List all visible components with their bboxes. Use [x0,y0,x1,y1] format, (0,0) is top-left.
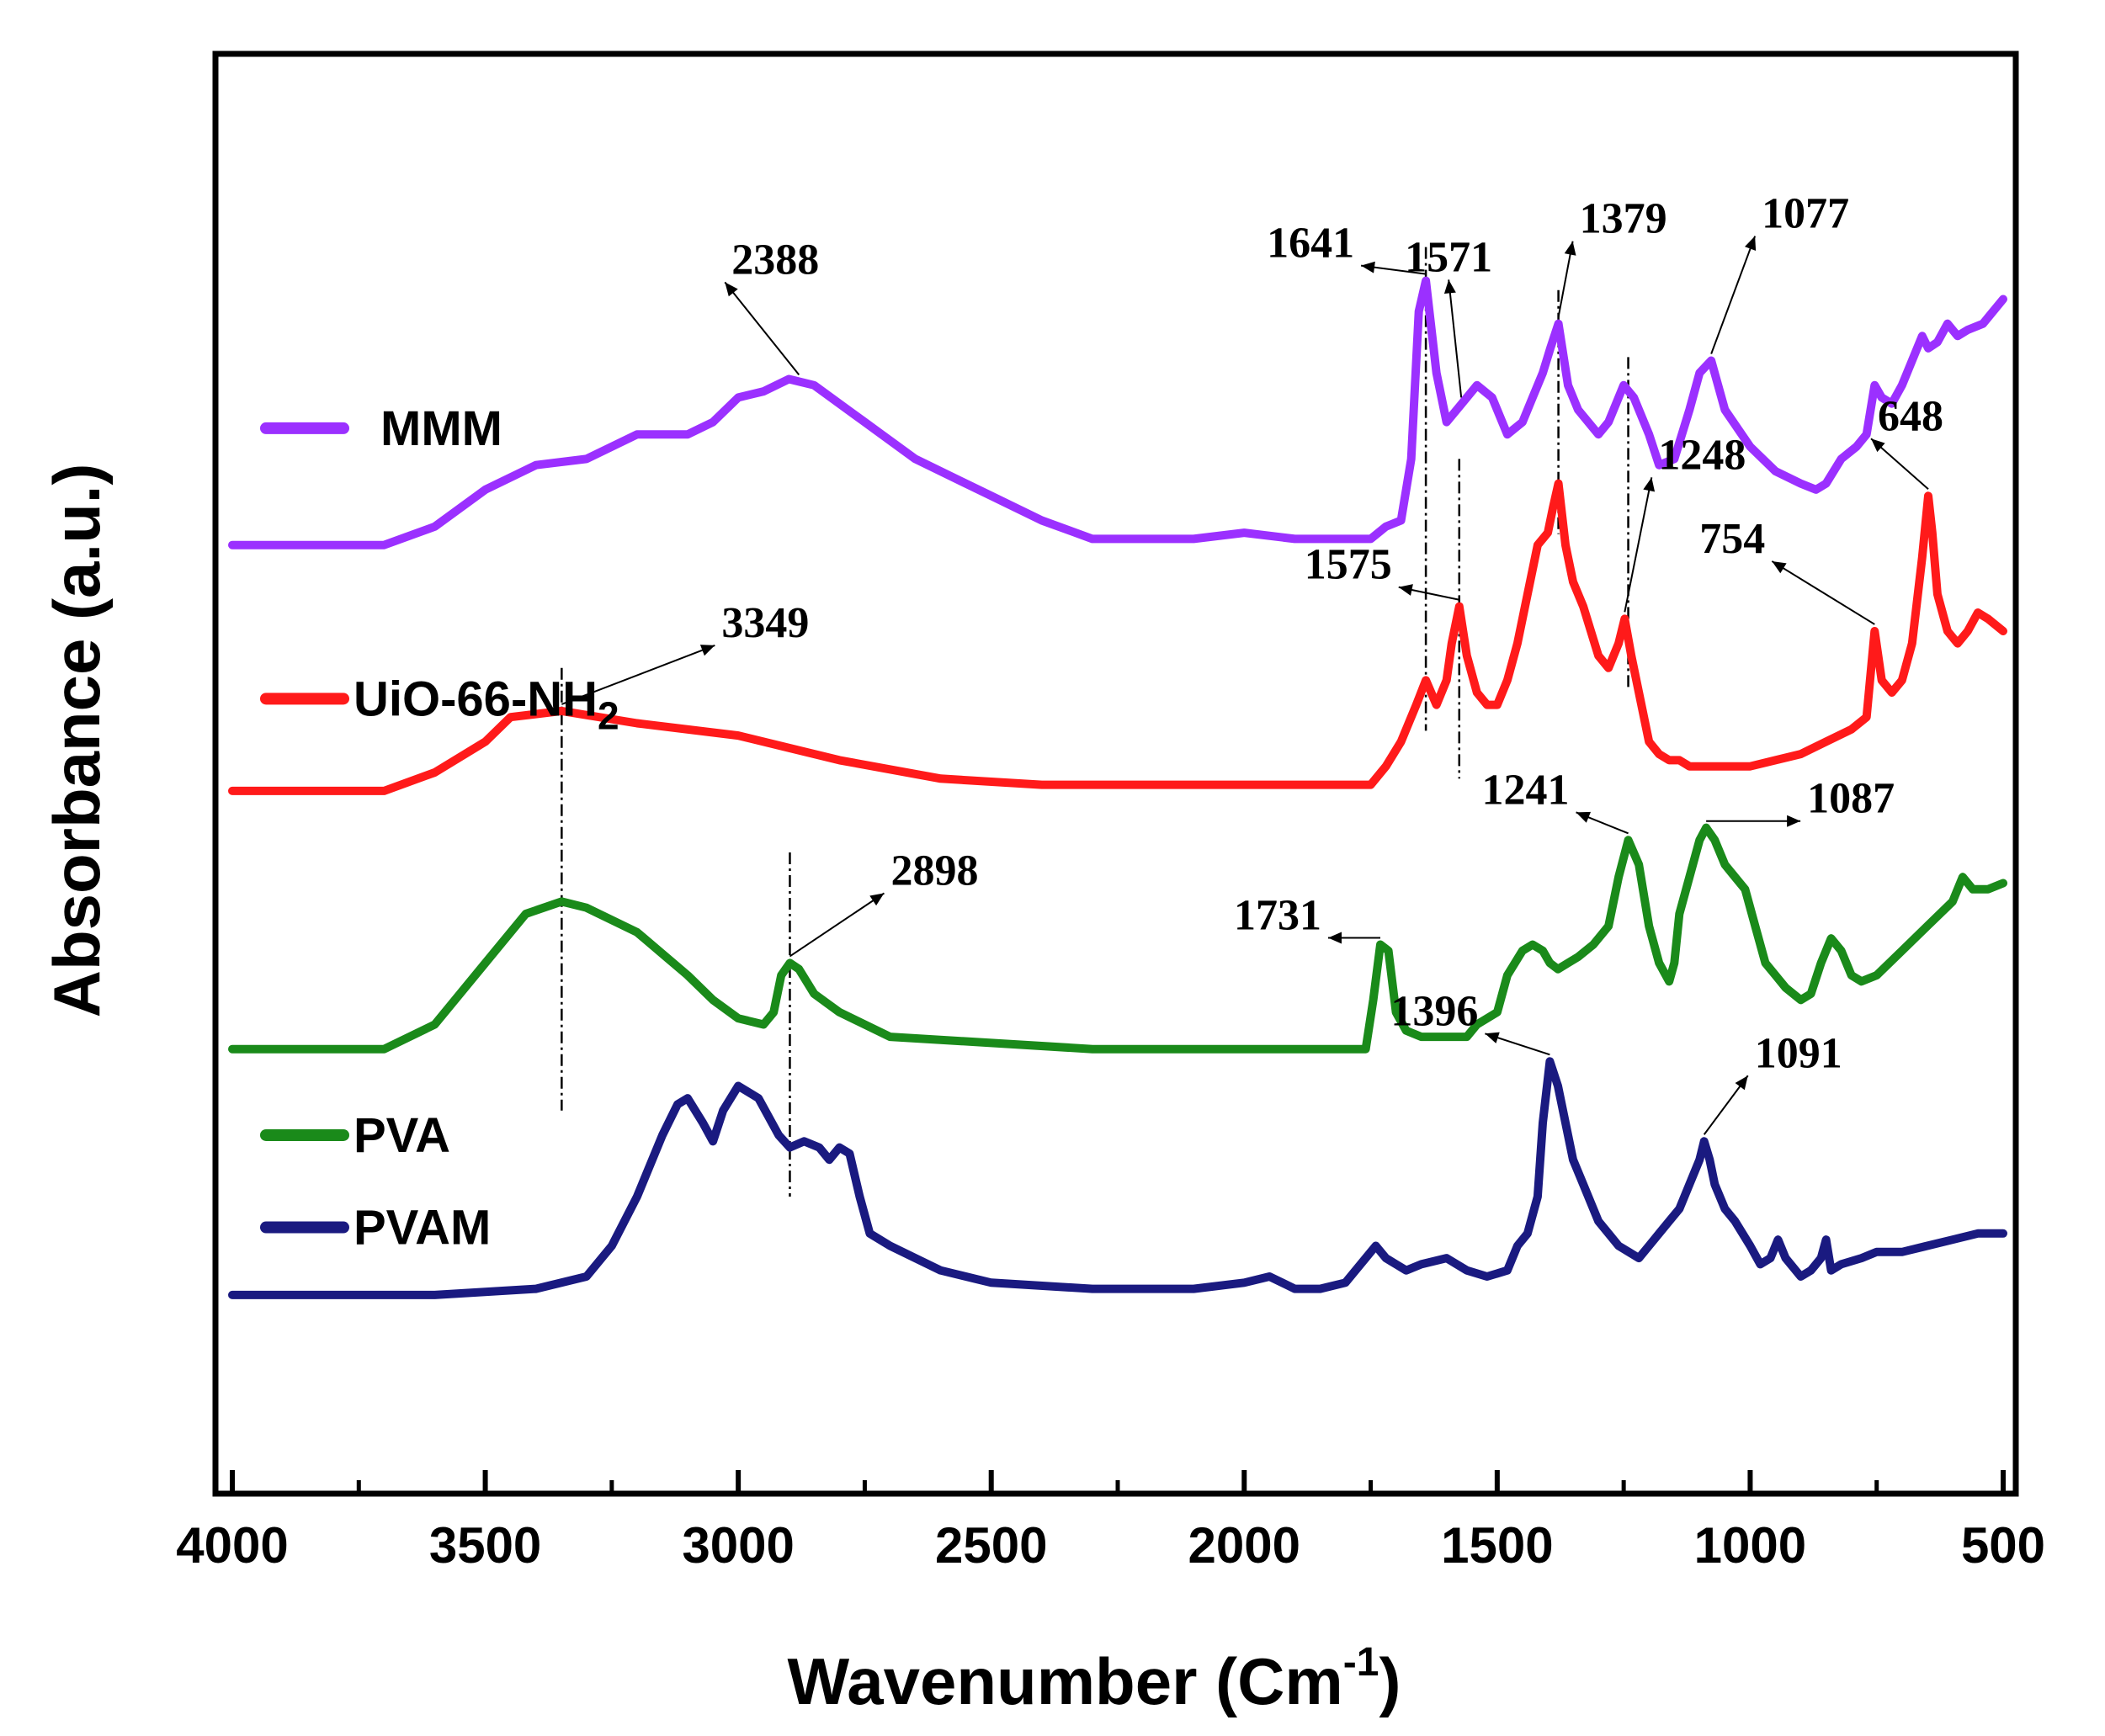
annotation-arrowhead [1745,236,1757,251]
annotation-label-1575: 1575 [1305,541,1392,589]
annotation-arrow-3349 [561,644,715,705]
annotation-layer: 2388 1641 1571 1379 1077 1248 648 754 1575 3349 12… [561,190,1943,1135]
series-line-mmm [228,276,2007,549]
legend-label: MMM [380,401,502,456]
annotation-arrowhead [1564,241,1576,256]
annotation-arrowhead [869,893,885,906]
x-tick-label-3000: 3000 [682,1517,794,1574]
legend-label: PVAM [353,1201,491,1256]
annotation-arrowhead [1327,932,1342,944]
x-axis-title: Wavenumber (Cm-1) [788,1640,1401,1718]
annotation-label-648: 648 [1878,392,1943,440]
plot-frame [212,50,2019,1497]
annotation-arrow-754 [1771,560,1875,625]
annotation-arrowhead [1772,560,1787,574]
legend-label: UiO-66-NH2 [353,672,619,737]
annotation-label-1571: 1571 [1405,233,1492,281]
annotation-label-1731: 1731 [1234,892,1321,940]
annotation-label-1091: 1091 [1755,1029,1842,1077]
x-axis-ticks: 4000 3500 3000 2500 2000 1500 1000 500 [176,1470,2045,1574]
annotation-label-3349: 3349 [721,599,809,647]
legend-label: PVA [353,1108,450,1163]
annotation-label-1077: 1077 [1762,190,1849,238]
annotation-label-754: 754 [1699,515,1765,563]
annotation-arrowhead [1485,1032,1500,1043]
series-line-uio-66-nh [228,479,2007,795]
x-tick-label-1000: 1000 [1694,1517,1806,1574]
annotation-arrowhead [1735,1075,1748,1091]
annotation-arrowhead [1871,438,1885,453]
annotation-arrowhead [1787,815,1801,827]
annotation-label-1379: 1379 [1580,195,1667,243]
annotation-arrowhead [699,645,715,656]
x-tick-label-500: 500 [1961,1517,2045,1574]
annotation-arrowhead [1398,584,1413,596]
series-layer [228,276,2007,1299]
annotation-label-2388: 2388 [731,236,819,284]
x-tick-label-3500: 3500 [429,1517,541,1574]
x-tick-label-2000: 2000 [1188,1517,1300,1574]
legend-layer: MMM UiO-66-NH2 PVA PVAM [260,401,619,1256]
annotation-label-1248: 1248 [1658,431,1746,479]
annotation-arrowhead [725,282,738,297]
annotation-arrowhead [1443,279,1456,295]
annotation-label-1087: 1087 [1807,775,1895,823]
annotation-arrowhead [1576,811,1592,823]
annotation-arrow-1077 [1710,236,1757,354]
annotation-arrow-2898 [789,892,885,958]
annotation-arrowhead [1643,477,1656,492]
annotation-arrowhead [1361,261,1375,273]
annotation-label-1241: 1241 [1482,766,1570,814]
annotation-arrow-1571 [1448,279,1463,398]
y-axis-title: Absorbance (a.u.) [40,464,114,1018]
x-tick-label-4000: 4000 [176,1517,288,1574]
annotation-arrow-1248 [1624,477,1653,613]
annotation-arrow-2388 [724,281,800,376]
annotation-label-1641: 1641 [1267,220,1354,268]
x-tick-label-1500: 1500 [1441,1517,1553,1574]
annotation-label-1396: 1396 [1390,987,1478,1035]
series-line-pvam [228,1057,2007,1299]
x-tick-label-2500: 2500 [935,1517,1047,1574]
series-line-pva [228,823,2007,1054]
annotation-label-2898: 2898 [890,847,978,895]
